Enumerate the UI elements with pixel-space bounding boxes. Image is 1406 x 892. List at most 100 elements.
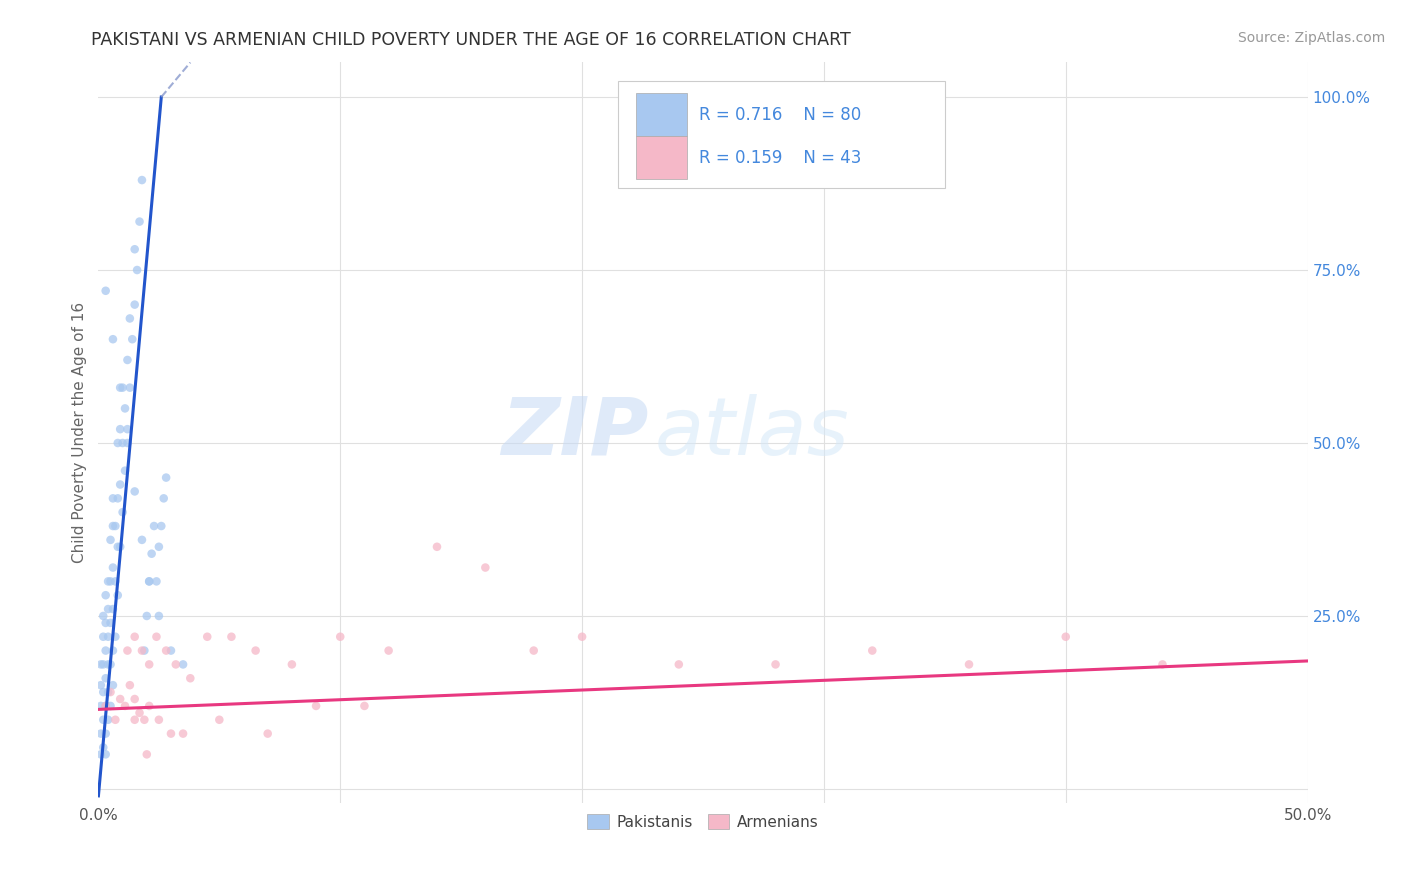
Text: atlas: atlas [655,393,849,472]
Point [100,574,122,589]
Point [145,574,167,589]
Point [90,726,112,740]
Text: Source: ZipAtlas.com: Source: ZipAtlas.com [1237,31,1385,45]
Point [91,609,114,624]
Point [90,698,112,713]
Point [114,464,136,478]
Point [100,685,122,699]
Point [165,657,187,672]
Point [155,643,177,657]
Point [117,643,139,657]
Point [117,422,139,436]
Point [97,574,120,589]
Point [1054,630,1077,644]
Legend: Pakistanis, Armenians: Pakistanis, Armenians [581,807,825,836]
Point [245,643,267,657]
Point [131,643,153,657]
Point [143,519,166,533]
Point [571,630,593,644]
Point [145,630,167,644]
Point [107,491,129,506]
Point [90,657,112,672]
Point [108,692,131,706]
Point [104,574,127,589]
Point [101,491,124,506]
Point [138,657,160,672]
Point [160,643,183,657]
FancyBboxPatch shape [637,93,688,136]
Point [135,747,157,762]
Point [523,643,546,657]
Point [94,615,117,630]
Point [329,630,352,644]
Point [148,540,170,554]
Point [124,297,146,311]
Point [195,630,218,644]
Point [97,713,120,727]
Point [957,657,980,672]
Point [134,713,156,727]
Point [138,574,160,589]
Point [104,630,127,644]
Point [94,671,117,685]
Point [94,284,117,298]
Point [668,657,690,672]
Point [100,657,122,672]
Point [208,713,231,727]
Point [108,477,131,491]
Text: PAKISTANI VS ARMENIAN CHILD POVERTY UNDER THE AGE OF 16 CORRELATION CHART: PAKISTANI VS ARMENIAN CHILD POVERTY UNDE… [91,31,851,49]
Point [91,713,114,727]
Point [94,698,117,713]
Point [765,657,787,672]
Point [124,713,146,727]
Point [131,533,153,547]
Point [97,657,120,672]
Y-axis label: Child Poverty Under the Age of 16: Child Poverty Under the Age of 16 [72,302,87,563]
Text: R = 0.716    N = 80: R = 0.716 N = 80 [699,105,862,124]
Point [101,643,124,657]
Point [135,609,157,624]
Point [426,540,449,554]
Point [94,747,117,762]
Point [118,678,141,692]
Point [179,671,201,685]
Point [97,685,120,699]
Point [118,311,141,326]
FancyBboxPatch shape [619,81,945,188]
Point [155,470,177,484]
Point [107,436,129,450]
Point [101,332,124,346]
Point [94,698,117,713]
Point [127,263,149,277]
Point [121,332,143,346]
Point [107,588,129,602]
Point [101,602,124,616]
Point [91,685,114,699]
Point [152,491,174,506]
Point [124,484,146,499]
Text: ZIP: ZIP [501,393,648,472]
Point [90,678,112,692]
Point [111,381,134,395]
Point [128,214,150,228]
Point [91,630,114,644]
Point [108,381,131,395]
Point [134,643,156,657]
Point [160,726,183,740]
Point [108,540,131,554]
Point [474,560,496,574]
Point [90,747,112,762]
Point [128,706,150,720]
Point [94,726,117,740]
Point [141,547,163,561]
FancyBboxPatch shape [637,136,688,179]
Point [111,505,134,519]
Point [353,698,375,713]
Point [107,540,129,554]
Point [100,615,122,630]
Point [97,630,120,644]
Point [101,519,124,533]
Point [108,422,131,436]
Point [94,588,117,602]
Point [118,381,141,395]
